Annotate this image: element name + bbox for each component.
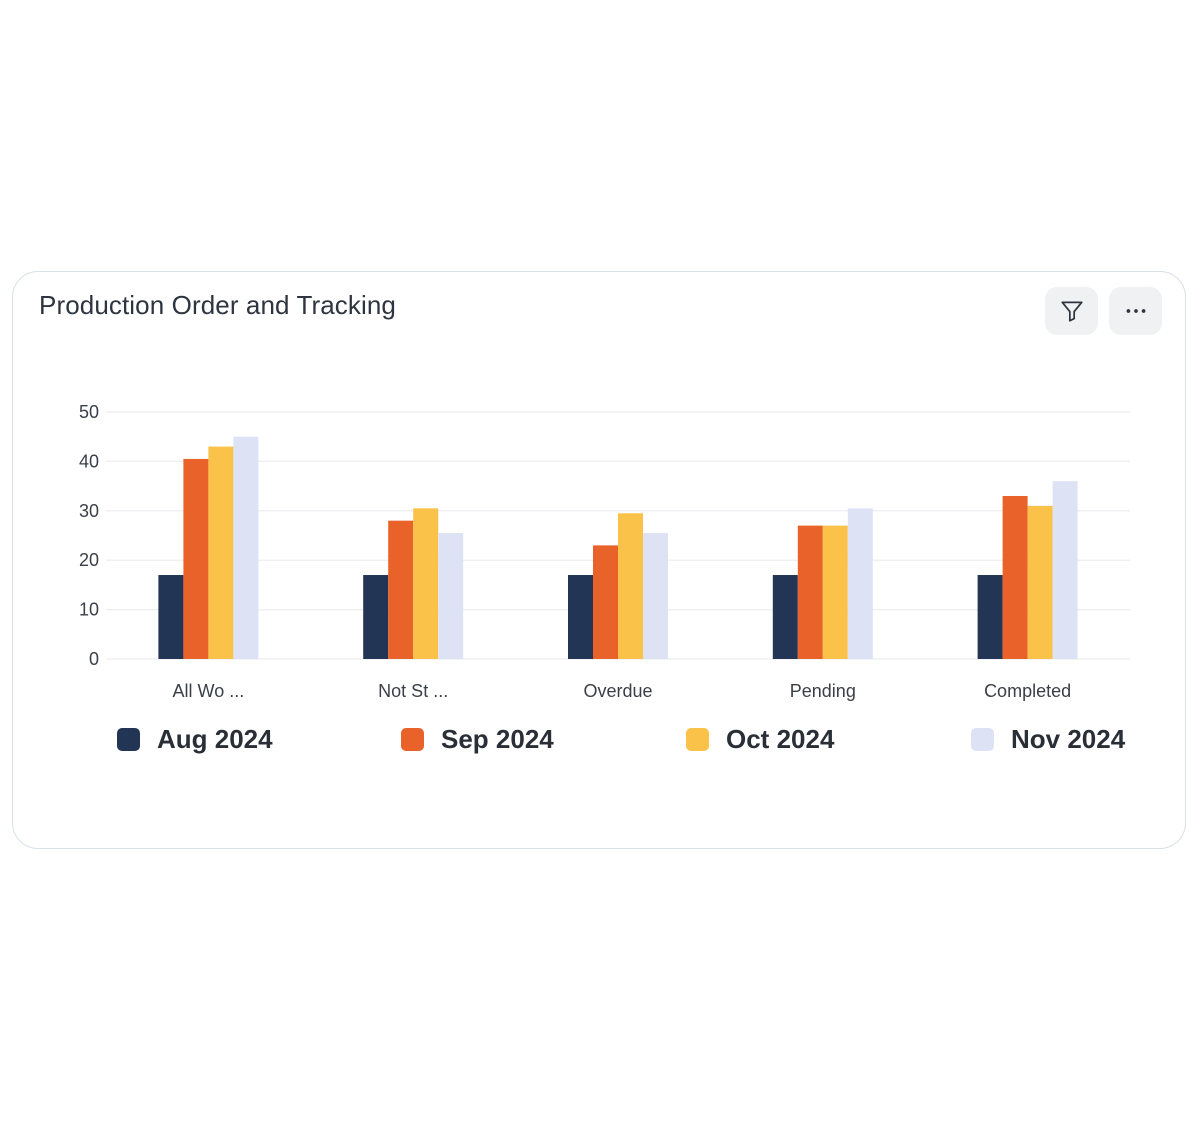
bar-aug-2024-3[interactable] [772, 575, 798, 659]
y-tick-label: 40 [79, 451, 99, 471]
y-tick-label: 50 [79, 402, 99, 422]
legend-swatch [686, 728, 709, 751]
bar-nov-2024-3[interactable] [847, 508, 873, 659]
filter-icon [1060, 301, 1083, 322]
legend-label: Nov 2024 [1011, 724, 1126, 754]
bar-oct-2024-1[interactable] [413, 508, 439, 659]
legend-label: Sep 2024 [441, 724, 554, 754]
bar-aug-2024-4[interactable] [977, 575, 1003, 659]
legend-label: Aug 2024 [157, 724, 273, 754]
bar-oct-2024-4[interactable] [1027, 505, 1053, 659]
legend-swatch [117, 728, 140, 751]
bar-oct-2024-2[interactable] [618, 513, 643, 659]
x-category-label: Pending [790, 681, 856, 701]
legend-item-aug-2024[interactable]: Aug 2024 [117, 724, 273, 755]
bar-oct-2024-0[interactable] [208, 446, 234, 659]
bar-sep-2024-1[interactable] [388, 520, 414, 659]
bar-aug-2024-0[interactable] [158, 575, 184, 659]
bar-sep-2024-4[interactable] [1002, 495, 1028, 659]
y-tick-label: 0 [89, 649, 99, 669]
y-tick-label: 10 [79, 600, 99, 620]
chart-legend: Aug 2024 Sep 2024 Oct 2024 Nov 2024 [0, 724, 1200, 764]
bar-sep-2024-2[interactable] [593, 545, 618, 659]
x-category-label: Not St ... [378, 681, 448, 701]
bar-sep-2024-3[interactable] [797, 525, 823, 659]
y-tick-label: 20 [79, 550, 99, 570]
bar-nov-2024-4[interactable] [1052, 481, 1078, 659]
legend-label: Oct 2024 [726, 724, 835, 754]
bar-oct-2024-3[interactable] [822, 525, 848, 659]
legend-item-nov-2024[interactable]: Nov 2024 [971, 724, 1125, 755]
y-tick-label: 30 [79, 501, 99, 521]
bar-aug-2024-2[interactable] [568, 575, 593, 659]
more-options-button[interactable] [1109, 287, 1162, 335]
x-category-label: Completed [984, 681, 1071, 701]
legend-swatch [401, 728, 424, 751]
legend-swatch [971, 728, 994, 751]
bar-sep-2024-0[interactable] [183, 458, 209, 659]
bar-nov-2024-0[interactable] [233, 436, 259, 659]
filter-button[interactable] [1045, 287, 1098, 335]
more-horizontal-icon [1126, 309, 1145, 313]
legend-item-sep-2024[interactable]: Sep 2024 [401, 724, 554, 755]
x-category-label: All Wo ... [173, 681, 245, 701]
legend-item-oct-2024[interactable]: Oct 2024 [686, 724, 834, 755]
card-title: Production Order and Tracking [39, 290, 396, 320]
bar-aug-2024-1[interactable] [363, 575, 389, 659]
bar-nov-2024-1[interactable] [438, 533, 464, 659]
x-category-label: Overdue [583, 681, 652, 701]
bar-nov-2024-2[interactable] [643, 533, 668, 659]
